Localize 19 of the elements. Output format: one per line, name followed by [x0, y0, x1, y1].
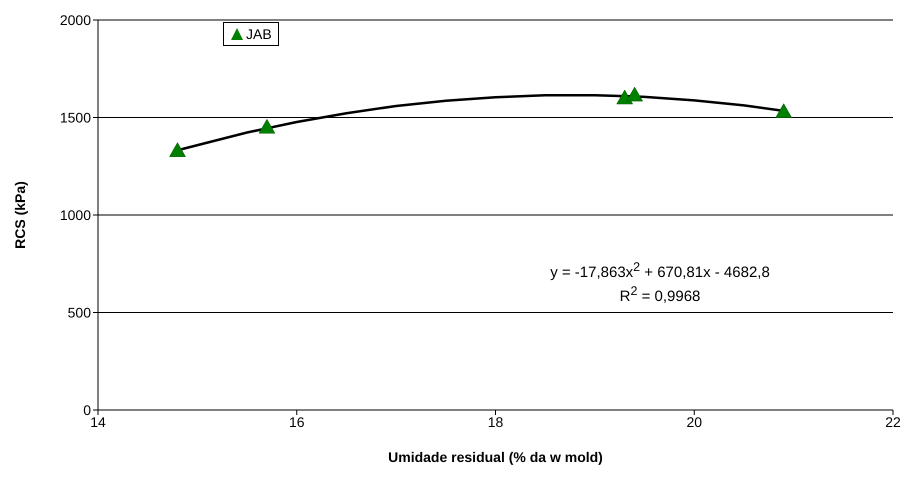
point [258, 119, 276, 134]
point [626, 86, 643, 102]
y-tick-label: 1500 [60, 109, 92, 126]
y-axis-title: RCS (kPa) [12, 181, 28, 249]
x-tick-label: 20 [686, 414, 702, 430]
x-tick-label: 22 [885, 414, 901, 430]
y-tick-label: 500 [68, 304, 92, 320]
x-axis-title: Umidade residual (% da w mold) [388, 449, 603, 465]
point [169, 142, 186, 157]
legend-label: JAB [246, 26, 272, 42]
y-tick-label: 0 [83, 402, 92, 418]
y-tick-label: 2000 [60, 12, 92, 28]
y-tick-label: 1000 [60, 206, 92, 223]
annotation: R$^{2}$ = 0,9968 [618, 284, 702, 305]
point [775, 103, 792, 118]
x-tick-label: 18 [488, 414, 504, 430]
x-tick-label: 14 [90, 414, 106, 430]
x-tick-label: 16 [288, 414, 305, 430]
annotation: y = -17,863x$^{2}$ + 670,81x - 4682,8 [549, 260, 771, 281]
